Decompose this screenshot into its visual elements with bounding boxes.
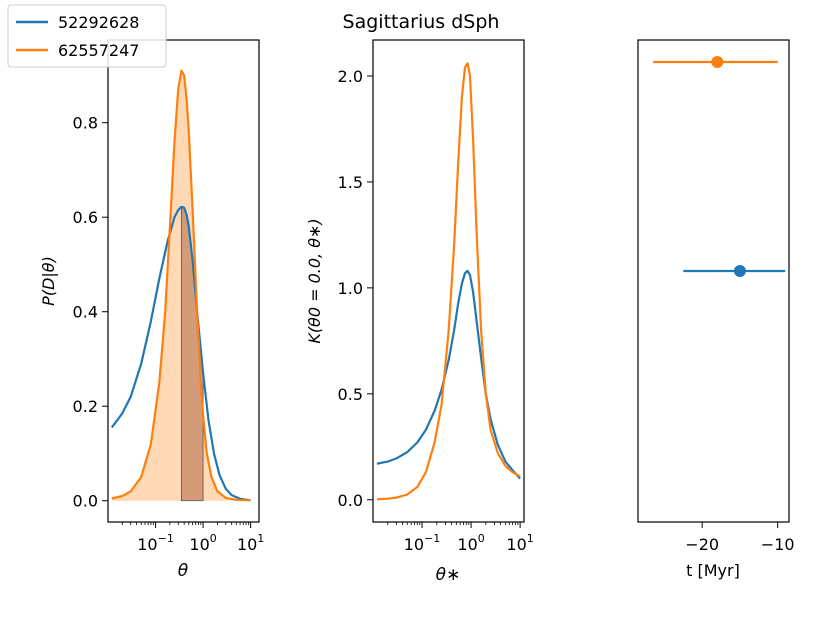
point-62557247 xyxy=(711,56,724,68)
series-line-62557247 xyxy=(376,62,521,501)
right-panel-ticks: −20 −10 xyxy=(685,522,795,554)
right-panel-marks xyxy=(653,56,786,277)
middle-panel: 10−1 100 101 0.0 0.5 1.0 1.5 2.0 K(θ0 = 0.0, θ∗… xyxy=(305,39,534,585)
y-tick-label: 0.0 xyxy=(73,492,98,511)
middle-panel-ylabel: K(θ0 = 0.0, θ∗) xyxy=(305,218,324,343)
right-panel-frame xyxy=(637,39,790,523)
left-panel: 10−1 100 101 0.0 0.2 0.4 0.6 0.8 P(D|θ) θ xyxy=(39,39,265,581)
figure-title: Sagittarius dSph xyxy=(343,11,500,33)
y-tick-label: 0.5 xyxy=(338,385,363,404)
series-line-52292628 xyxy=(376,269,521,480)
legend-label-2: 62557247 xyxy=(58,41,139,60)
left-panel-ticks: 10−1 100 101 0.0 0.2 0.4 0.6 0.8 xyxy=(73,114,265,554)
y-tick-label: 0.6 xyxy=(73,208,98,227)
y-tick-label: 0.2 xyxy=(73,397,98,416)
middle-panel-marks xyxy=(376,62,521,501)
x-tick-label: 10−1 xyxy=(137,532,174,554)
middle-panel-frame xyxy=(372,39,525,523)
legend: 52292628 62557247 xyxy=(7,4,167,68)
y-tick-label: 0.0 xyxy=(338,491,363,510)
right-panel-xlabel: t [Myr] xyxy=(686,561,740,580)
y-tick-label: 1.0 xyxy=(338,279,363,298)
middle-panel-ticks: 10−1 100 101 0.0 0.5 1.0 1.5 2.0 xyxy=(338,67,534,554)
x-tick-label: −20 xyxy=(685,535,719,554)
x-tick-label: 10−1 xyxy=(404,532,441,554)
y-tick-label: 0.4 xyxy=(73,303,98,322)
x-tick-label: 101 xyxy=(237,532,264,554)
left-panel-xlabel: θ xyxy=(178,561,189,581)
point-52292628 xyxy=(733,265,746,277)
y-tick-label: 0.8 xyxy=(73,114,98,133)
x-tick-label: 101 xyxy=(506,532,533,554)
left-panel-marks xyxy=(110,69,251,502)
x-tick-label: 100 xyxy=(457,532,484,554)
right-panel: −20 −10 t [Myr] xyxy=(637,39,795,580)
x-tick-label: 100 xyxy=(189,532,216,554)
x-tick-label: −10 xyxy=(761,535,795,554)
series-line-52292628 xyxy=(110,205,251,502)
y-tick-label: 1.5 xyxy=(338,173,363,192)
left-panel-ylabel: P(D|θ) xyxy=(39,256,58,306)
legend-label-1: 52292628 xyxy=(58,13,139,32)
middle-panel-xlabel: θ∗ xyxy=(436,565,461,585)
left-panel-frame xyxy=(107,39,260,523)
y-tick-label: 2.0 xyxy=(338,67,363,86)
legend-box xyxy=(7,4,167,68)
series-line-62557247 xyxy=(111,69,251,502)
